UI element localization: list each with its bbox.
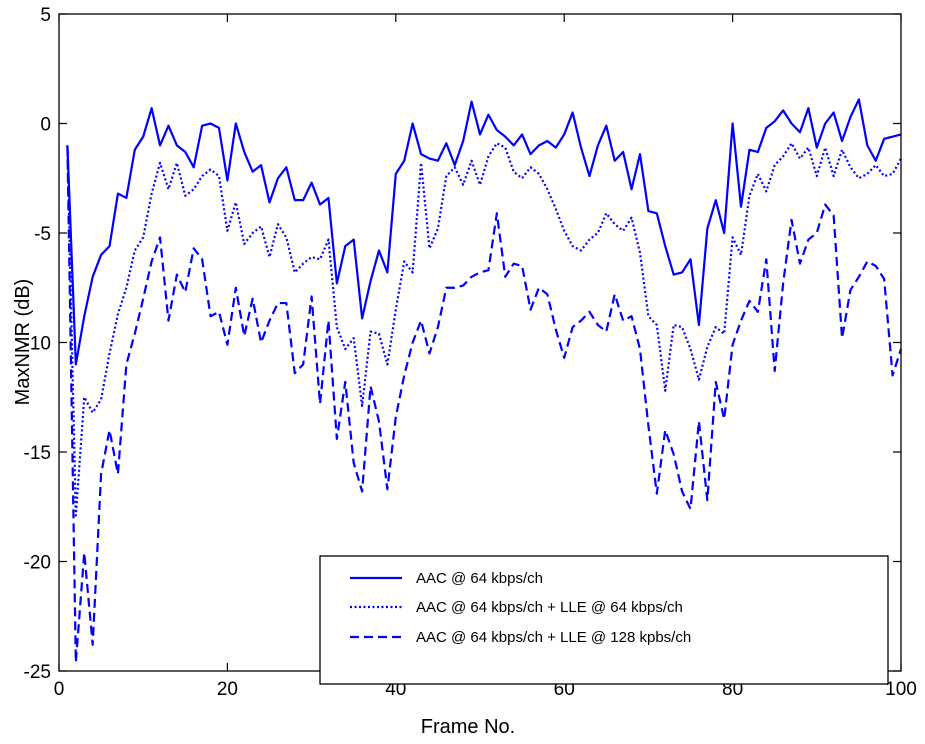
y-tick-label: 5 bbox=[40, 5, 51, 26]
series-group bbox=[66, 98, 903, 664]
y-tick-label: -20 bbox=[24, 553, 51, 574]
y-tick-label: -5 bbox=[34, 224, 51, 245]
legend-label-1: AAC @ 64 kbps/ch + LLE @ 64 kbps/ch bbox=[416, 599, 683, 616]
legend-box bbox=[319, 555, 889, 685]
ticks-group: 0 20 40 60 80 100-25-20-15-10-505 bbox=[24, 5, 917, 700]
legend-label-0: AAC @ 64 kbps/ch bbox=[416, 570, 543, 587]
y-tick-label: -25 bbox=[24, 662, 51, 683]
y-tick-label: -10 bbox=[24, 334, 51, 355]
x-tick-label: 20 bbox=[217, 679, 238, 700]
x-axis-label: Frame No. bbox=[421, 716, 515, 738]
y-axis-label: MaxNMR (dB) bbox=[12, 279, 34, 406]
y-tick-label: 0 bbox=[40, 115, 51, 136]
legend: AAC @ 64 kbps/ch AAC @ 64 kbps/ch + LLE … bbox=[319, 555, 889, 685]
series-line-2 bbox=[66, 145, 903, 664]
x-tick-label: 100 bbox=[885, 679, 917, 700]
series-line-1 bbox=[66, 142, 902, 517]
series-line-0 bbox=[66, 98, 902, 366]
y-tick-label: -15 bbox=[24, 443, 51, 464]
legend-label-2: AAC @ 64 kbps/ch + LLE @ 128 kpbs/ch bbox=[416, 629, 691, 646]
x-tick-label: 0 bbox=[54, 679, 65, 700]
